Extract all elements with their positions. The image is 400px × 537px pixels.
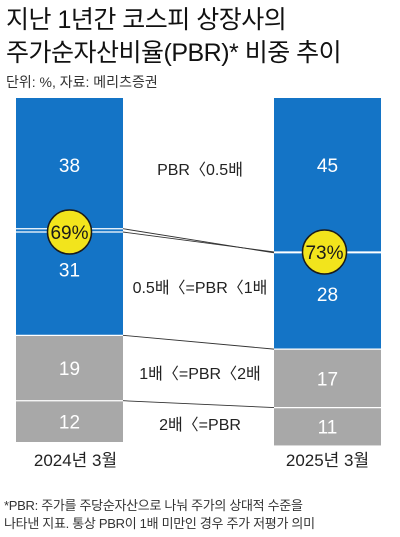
bar-segment (16, 400, 123, 442)
data-label: 17 (317, 369, 338, 390)
legend-label: 2배〈=PBR (159, 416, 241, 434)
connector-line-2 (122, 334, 275, 350)
chart-title-line-2: 주가순자산비율(PBR)* 비중 추이 (6, 39, 342, 67)
data-label: 28 (317, 285, 338, 306)
bar-segment (16, 335, 123, 401)
bar-segment (274, 349, 381, 408)
data-label: 19 (59, 359, 80, 380)
connector-line-3 (122, 400, 275, 409)
annotation-label: 73% (305, 243, 343, 264)
legend-label: PBR〈0.5배 (157, 161, 243, 179)
source-note: 단위: %, 자료: 메리츠증권 (6, 74, 158, 90)
data-label: 38 (59, 156, 80, 177)
footnote-line-2: 나타낸 지표. 통상 PBR이 1배 미만인 경우 주가 저평가 의미 (4, 516, 315, 531)
x-tick-label: 2024년 3월 (34, 451, 117, 470)
annotation-badge (46, 209, 93, 255)
legend-label: 1배〈=PBR〈2배 (139, 365, 260, 383)
annotation-badge (301, 229, 348, 275)
bar-segment (16, 98, 123, 229)
chart-title-line-1: 지난 1년간 코스피 상장사의 (6, 6, 287, 34)
x-tick-label: 2025년 3월 (286, 451, 369, 470)
footnote: *PBR: 주가를 주당순자산으로 나눠 주가의 상대적 수준을 나타낸 지표.… (4, 497, 398, 533)
data-label: 11 (318, 418, 338, 439)
data-label: 45 (317, 156, 338, 177)
chart-title: 지난 1년간 코스피 상장사의 주가순자산비율(PBR)* 비중 추이 (6, 4, 396, 70)
annotation-label: 69% (50, 223, 88, 244)
bar-segment (274, 407, 381, 446)
data-label: 31 (59, 261, 80, 282)
legend-label: 0.5배〈=PBR〈1배 (133, 279, 268, 297)
data-label: 12 (59, 412, 80, 433)
badge-connector-line (122, 231, 275, 253)
bar-segment (274, 98, 381, 253)
footnote-line-1: *PBR: 주가를 주당순자산으로 나눠 주가의 상대적 수준을 (4, 498, 303, 513)
